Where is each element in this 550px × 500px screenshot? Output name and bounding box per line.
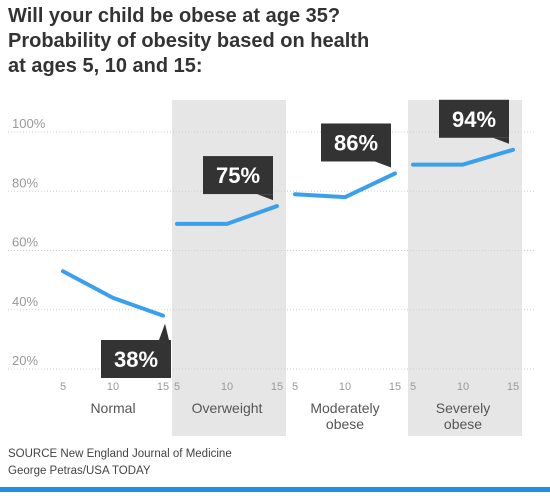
x-tick-label: 10 — [107, 381, 119, 393]
y-tick-label: 60% — [12, 235, 38, 250]
data-label: 75% — [216, 163, 260, 188]
category-label: Overweight — [192, 400, 263, 416]
y-tick-label: 40% — [12, 294, 38, 309]
x-tick-label: 15 — [157, 381, 169, 393]
obesity-line-chart: 20% 40% 60% 80% 100% 5 10 15 Normal 38% 5 10 15 Overw… — [8, 99, 535, 436]
category-label: Normal — [90, 400, 135, 416]
y-tick-label: 100% — [12, 116, 46, 131]
y-tick-label: 80% — [12, 175, 38, 190]
callout-pointer — [375, 161, 391, 168]
title-line: Probability of obesity based on health — [8, 30, 370, 52]
series-line — [293, 171, 397, 200]
bottom-accent-bar — [0, 487, 550, 492]
title-line: Will your child be obese at age 35? — [8, 5, 341, 27]
x-tick-label: 15 — [507, 381, 519, 393]
category-label: obese — [326, 416, 364, 432]
x-tick-label: 10 — [339, 381, 351, 393]
chart-title: Will your child be obese at age 35? Prob… — [8, 4, 548, 79]
callout-box — [101, 340, 171, 378]
data-label: 94% — [452, 107, 496, 132]
callout-pointer — [257, 194, 273, 201]
title-line: at ages 5, 10 and 15: — [8, 55, 203, 77]
category-label: Moderately — [310, 400, 379, 416]
data-label: 38% — [114, 347, 158, 372]
series-line — [411, 147, 515, 167]
category-label: Severely — [436, 400, 490, 416]
callout-pointer — [159, 323, 169, 340]
panel-shade — [408, 100, 522, 436]
x-tick-label: 5 — [292, 381, 298, 393]
x-tick-label: 10 — [457, 381, 469, 393]
x-tick-label: 10 — [221, 381, 233, 393]
series-line — [175, 204, 279, 226]
panel-shade — [172, 100, 286, 436]
callout-box — [321, 123, 391, 162]
x-tick-label: 5 — [174, 381, 180, 393]
callout-box — [203, 156, 273, 195]
source-note: SOURCE New England Journal of Medicine — [8, 448, 232, 460]
x-tick-label: 5 — [60, 381, 66, 393]
credit-note: George Petras/USA TODAY — [8, 465, 151, 477]
series-line — [61, 269, 165, 318]
x-tick-label: 15 — [271, 381, 283, 393]
callout-pointer — [493, 137, 509, 144]
x-tick-label: 15 — [389, 381, 401, 393]
footer: SOURCE New England Journal of Medicine G… — [8, 446, 232, 480]
category-label: obese — [444, 416, 482, 432]
callout-box — [439, 99, 509, 138]
data-label: 86% — [334, 130, 378, 155]
x-tick-label: 5 — [410, 381, 416, 393]
y-tick-label: 20% — [12, 353, 38, 368]
